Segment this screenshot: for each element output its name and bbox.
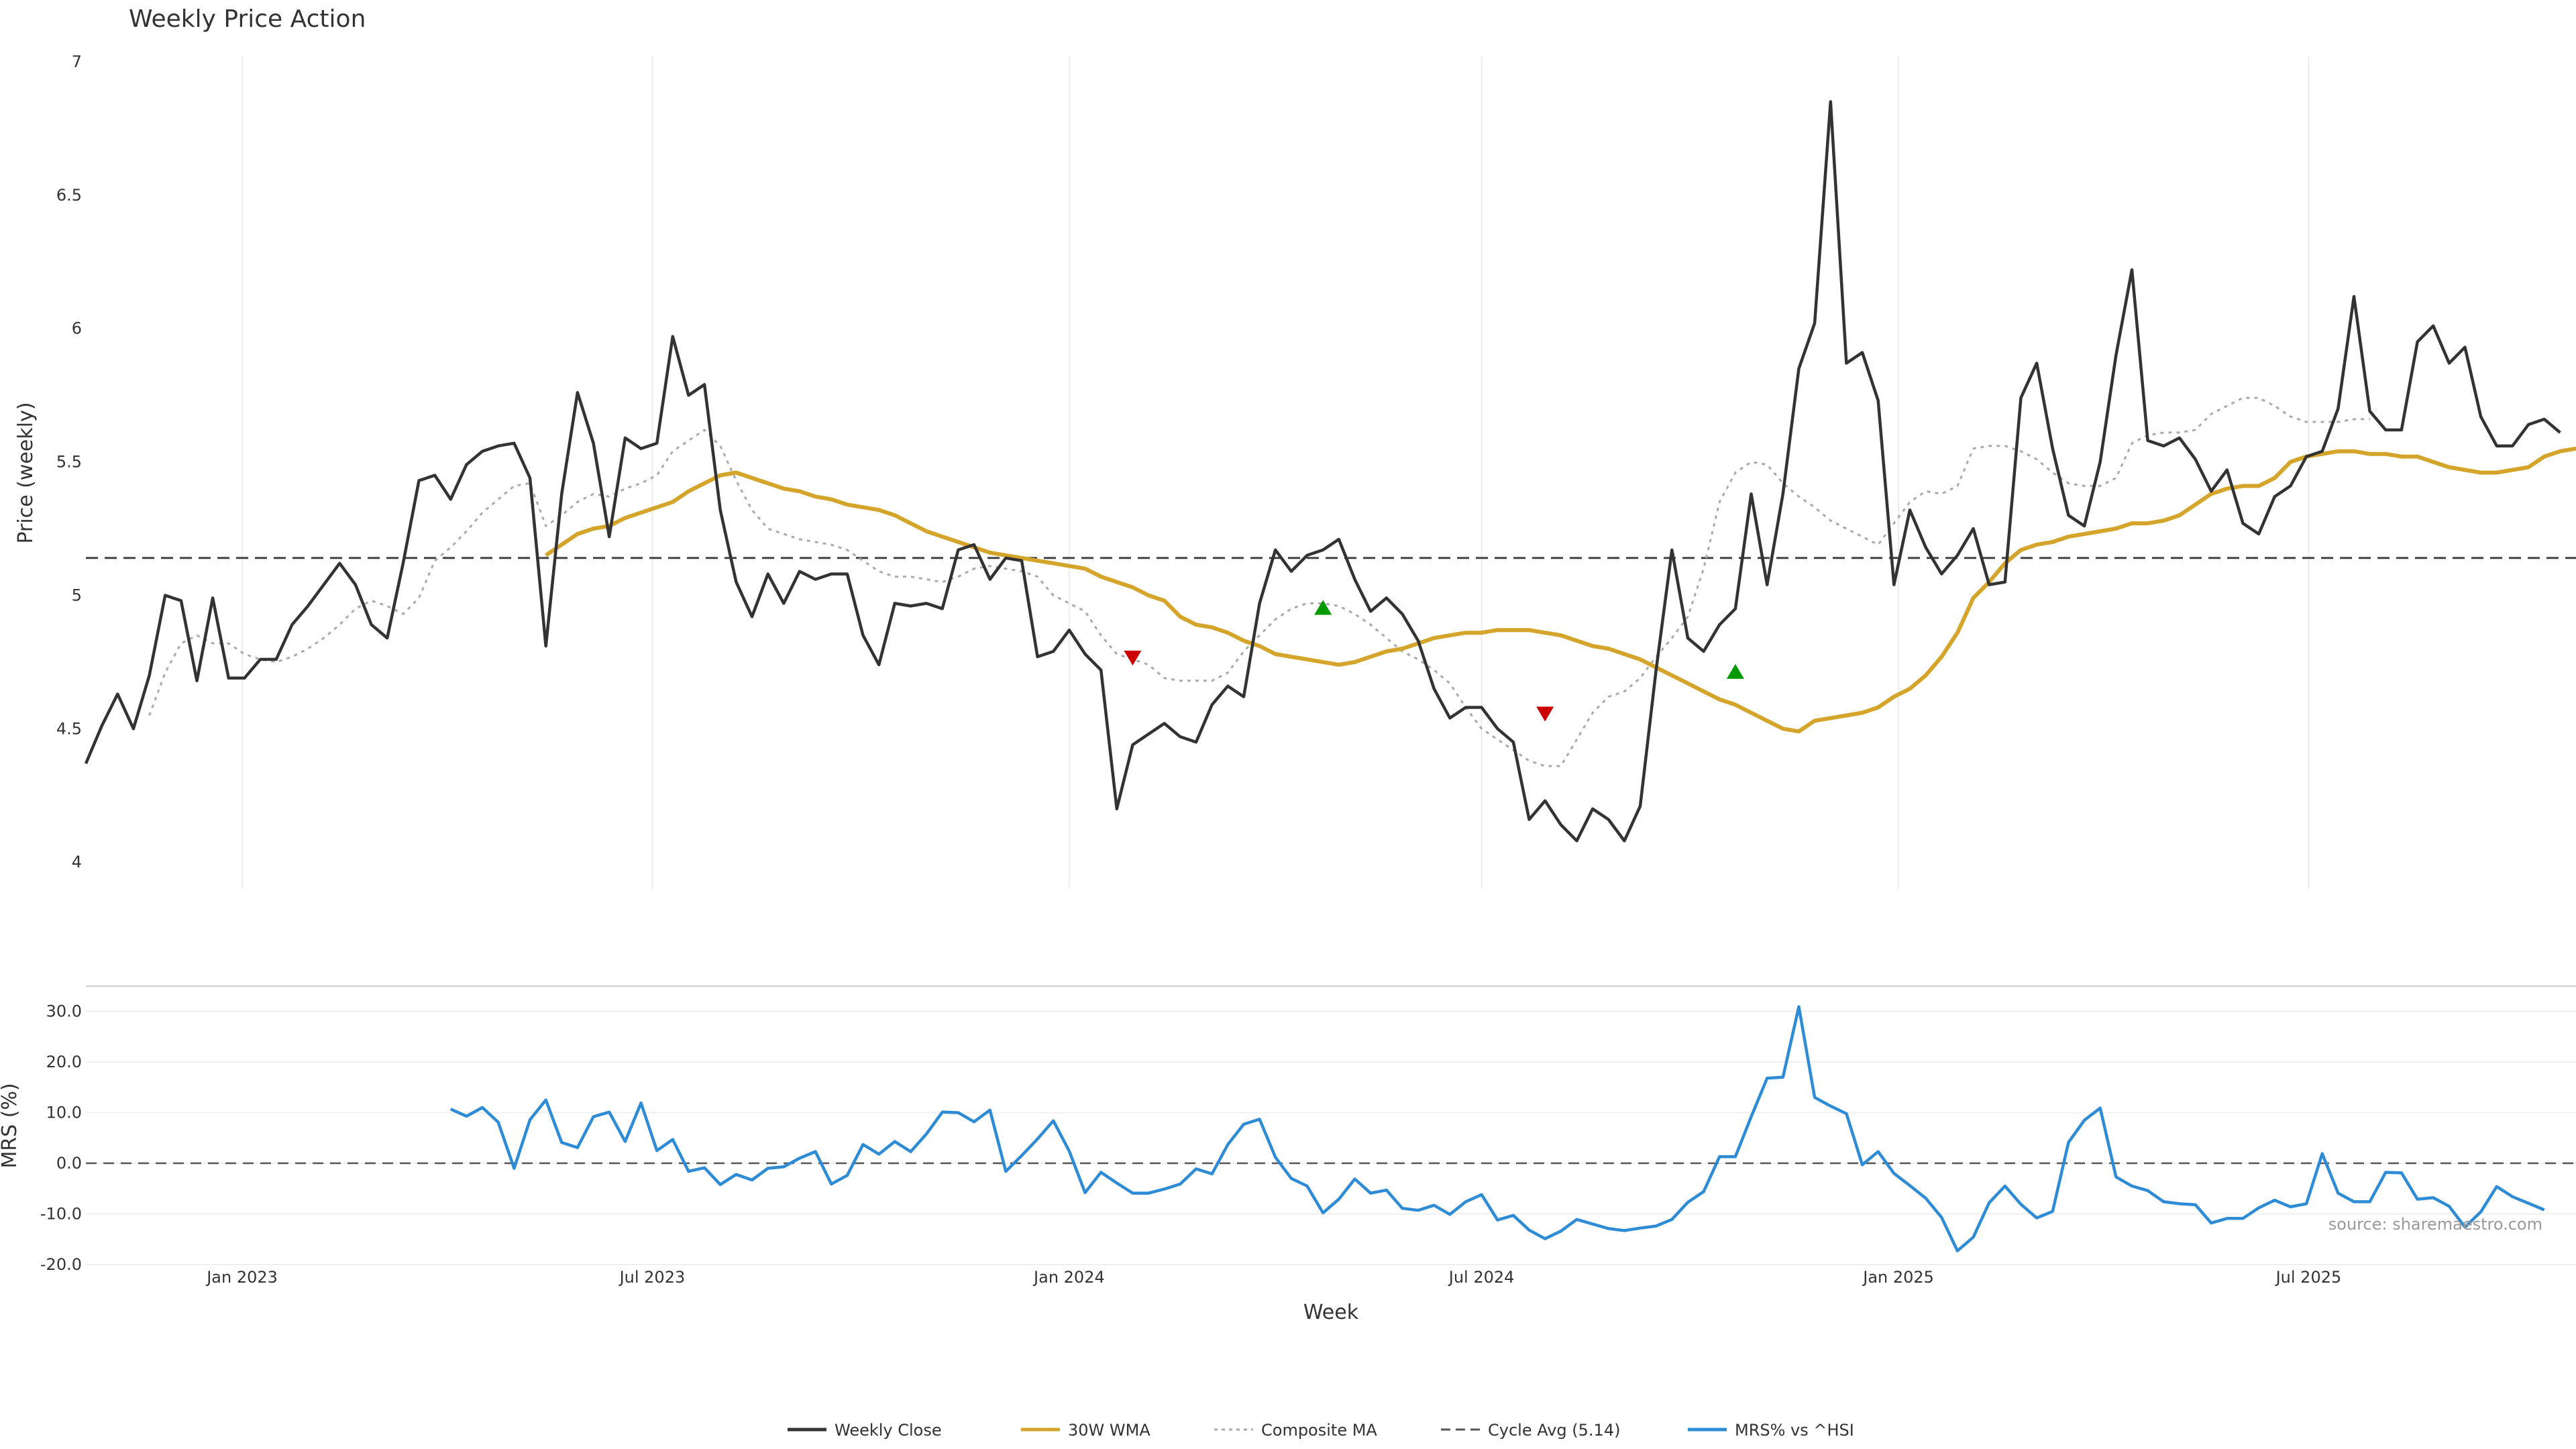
- mrs-series: [449, 1005, 2545, 1252]
- mrs-y-tick-label: 30.0: [46, 1002, 82, 1021]
- price-y-tick-label: 6.5: [56, 186, 82, 205]
- price-y-tick-label: 5.5: [56, 453, 82, 472]
- legend-label: Cycle Avg (5.14): [1488, 1421, 1620, 1440]
- legend-label: Weekly Close: [835, 1421, 942, 1440]
- mrs-y-tick-label: 20.0: [46, 1053, 82, 1071]
- chart-title: Weekly Price Action: [129, 5, 366, 33]
- x-tick-label: Jan 2025: [1862, 1268, 1934, 1287]
- mrs-y-tick-label: -20.0: [40, 1255, 82, 1274]
- mrs-y-axis-label: MRS (%): [0, 1083, 21, 1168]
- price-y-axis-label: Price (weekly): [14, 402, 38, 543]
- series-composite-ma: [148, 396, 2370, 767]
- price-y-ticks: 4 4.5 5 5.5 6 6.5 7: [56, 52, 82, 871]
- series-30w-wma: [545, 446, 2576, 734]
- x-ticks: Jan 2023 Jul 2023 Jan 2024 Jul 2024 Jan 2025…: [205, 1268, 2341, 1287]
- buy-signal-marker: [1726, 663, 1744, 679]
- x-tick-label: Jan 2024: [1032, 1268, 1105, 1287]
- x-axis-label: Week: [1303, 1301, 1359, 1324]
- price-y-tick-label: 4: [72, 853, 82, 871]
- x-tick-label: Jul 2023: [619, 1268, 686, 1287]
- mrs-y-tick-label: 10.0: [46, 1104, 82, 1122]
- mrs-y-tick-label: 0.0: [56, 1154, 82, 1173]
- series-mrs: [449, 1005, 2545, 1252]
- legend: Weekly Close 30W WMA Composite MA Cycle Avg…: [788, 1421, 1854, 1440]
- sell-signal-marker: [1124, 650, 1142, 665]
- x-tick-label: Jan 2023: [205, 1268, 278, 1287]
- legend-label: MRS% vs ^HSI: [1735, 1421, 1854, 1440]
- source-note: source: sharemaestro.com: [2328, 1215, 2542, 1234]
- mrs-y-tick-label: -10.0: [40, 1205, 82, 1224]
- price-y-tick-label: 4.5: [56, 719, 82, 738]
- price-gridlines: [241, 56, 2310, 889]
- x-tick-label: Jul 2024: [1448, 1268, 1515, 1287]
- series-weekly-close: [84, 100, 2561, 843]
- price-y-tick-label: 5: [72, 586, 82, 604]
- legend-label: Composite MA: [1261, 1421, 1377, 1440]
- price-series: [84, 100, 2576, 843]
- price-y-tick-label: 6: [72, 319, 82, 338]
- x-tick-label: Jul 2025: [2275, 1268, 2342, 1287]
- legend-label: 30W WMA: [1068, 1421, 1150, 1440]
- mrs-gridlines: [86, 1010, 2576, 1265]
- price-y-tick-label: 7: [72, 52, 82, 71]
- buy-signal-marker: [1314, 600, 1332, 615]
- mrs-y-ticks: -20.0 -10.0 0.0 10.0 20.0 30.0: [40, 1002, 82, 1274]
- signal-markers: [1124, 600, 1744, 722]
- sell-signal-marker: [1536, 706, 1554, 722]
